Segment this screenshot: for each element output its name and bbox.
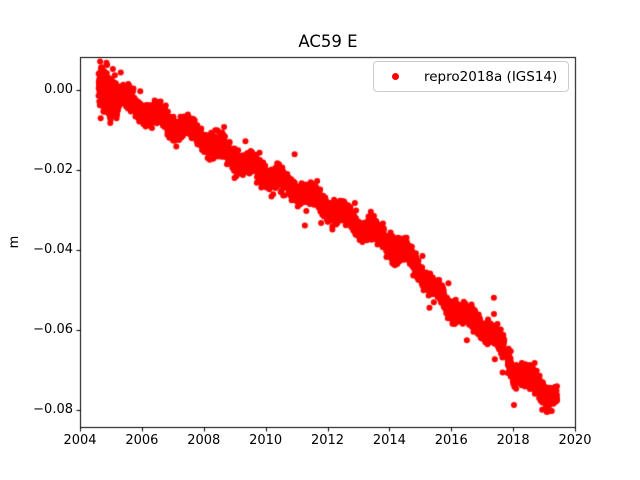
x-tick-label: 2018: [496, 433, 530, 448]
legend-marker-dot: [392, 73, 399, 80]
legend: repro2018a (IGS14): [373, 61, 570, 92]
x-tick-label: 2012: [310, 433, 345, 448]
y-tick-label: −0.04: [33, 242, 73, 258]
x-tick-label: 2010: [249, 433, 283, 448]
chart-title: AC59 E: [298, 32, 358, 51]
y-tick-label: 0.00: [44, 81, 73, 97]
y-tick-label: −0.02: [33, 162, 73, 178]
x-tick-label: 2020: [558, 433, 592, 448]
y-tick-label: −0.06: [33, 322, 73, 338]
x-tick-label: 2006: [125, 433, 159, 448]
x-tick-label: 2008: [187, 433, 221, 448]
legend-label: repro2018a (IGS14): [424, 68, 558, 85]
x-tick-label: 2014: [372, 433, 406, 448]
x-tick-label: 2004: [63, 433, 97, 448]
y-tick-label: −0.08: [33, 402, 73, 418]
x-tick-label: 2016: [434, 433, 468, 448]
